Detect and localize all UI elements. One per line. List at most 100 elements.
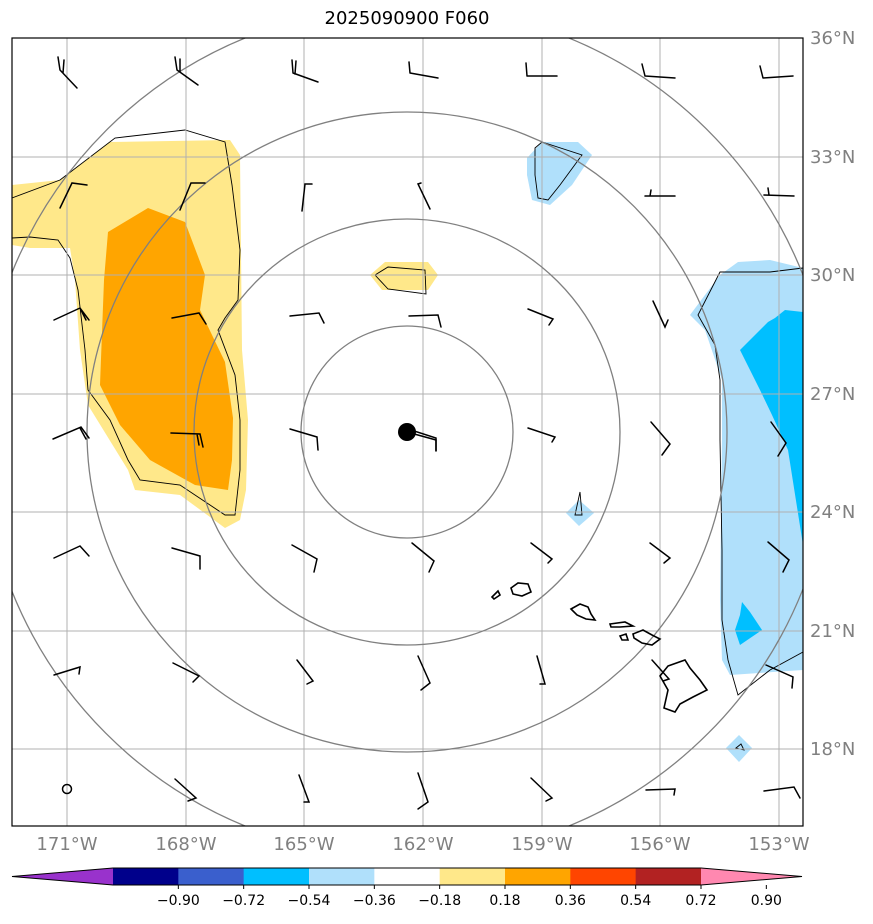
wind-barb [406,431,437,451]
colorbar-tick-label: −0.18 [418,893,461,909]
wind-barb [770,421,787,457]
colorbar-segment [635,868,702,885]
wind-barb [291,59,319,83]
colorbar-segment [113,868,179,885]
island-maui [632,629,662,646]
lat-label: 33°N [810,147,855,168]
map-title: 2025090900 F060 [324,8,490,29]
colorbar-segment [309,868,375,885]
wind-barb [652,300,669,329]
wind-barb [289,312,325,324]
colorbar-tick-label: 0.54 [620,893,651,909]
wind-barb [53,665,81,676]
lon-label: 168°W [155,834,216,855]
lon-label: 162°W [392,834,453,855]
colorbar-tick-label: −0.36 [353,893,396,909]
coastlines [490,582,709,713]
colorbar-tick-label: −0.54 [288,893,331,909]
wind-barb [417,772,429,810]
wind-barb [174,56,199,86]
wind-barb [536,655,546,685]
blue-shade-small-a [566,500,594,526]
lon-label: 165°W [273,834,334,855]
filled-circle-icon [398,423,416,441]
wind-barb [527,427,557,443]
wind-barb [763,786,801,799]
island-lanai [618,632,630,641]
lat-label: 36°N [810,28,855,49]
island-oahu [569,603,597,621]
orange-shade-west [100,208,233,490]
island-molokai [608,621,636,628]
wind-barb [759,65,794,79]
wind-barb [170,432,204,448]
wind-barb [296,659,315,685]
graticule [12,38,803,826]
wind-barb [171,312,207,325]
calm-wind-circle [61,783,73,795]
wind-barb [171,547,201,570]
map-frame [11,37,804,827]
lat-label: 18°N [810,739,855,760]
island-kauai [510,582,533,597]
wind-barb [763,187,795,197]
wind-barb [174,778,198,802]
colorbar-extend-min [12,868,113,885]
colorbar-tick-label: 0.18 [489,893,520,909]
lon-label: 159°W [511,834,572,855]
wind-barb [416,182,431,210]
wind-barb [52,426,90,440]
lat-label: 30°N [810,265,855,286]
colorbar-segment [505,868,571,885]
yellow-shade-center [370,262,438,290]
colorbar-tick-label: 0.36 [555,893,586,909]
wind-barb [57,56,78,89]
wind-barb [525,62,558,77]
shaded-anomaly-fields [12,140,803,762]
wind-barb [179,182,206,211]
contour-lines [12,129,803,751]
wind-barb [291,544,318,573]
colorbar-outline [11,867,803,886]
colorbar: −0.90 −0.72 −0.54 −0.36 −0.18 0.18 0.36 0.54 0.7… [11,867,803,909]
deep-blue-shade-south [735,602,762,645]
colorbar-tick-label: −0.72 [222,893,265,909]
colorbar-segment [374,868,441,885]
lat-label: 24°N [810,502,855,523]
lon-label: 156°W [629,834,690,855]
wind-barb [530,542,554,564]
longitude-labels: 171°W 168°W 165°W 162°W 159°W 156°W 153°… [36,834,809,855]
range-rings [12,38,803,826]
colorbar-extend-max [701,868,802,885]
wind-barb [172,662,201,683]
colorbar-tick-label: −0.90 [157,893,200,909]
wind-barb [408,61,439,79]
colorbar-segment [439,868,506,885]
lat-label: 27°N [810,384,855,405]
colorbar-tick-label: 0.72 [685,893,716,909]
wind-barb [649,542,672,564]
colorbar-tick-label: 0.90 [751,893,782,909]
island-niihau [490,589,502,601]
wind-barb [289,428,319,451]
wind-barb [53,545,90,559]
wind-barb [417,655,431,691]
colorbar-segment [243,868,310,885]
wind-barb [59,182,88,209]
wind-barb [641,63,676,79]
wind-barb [530,777,554,802]
lon-label: 171°W [36,834,97,855]
island-big-island [659,659,709,713]
lat-label: 21°N [810,621,855,642]
wind-barb [411,542,435,573]
colorbar-segment [178,868,245,885]
colorbar-segment [570,868,637,885]
lon-label: 153°W [748,834,809,855]
wind-barb [298,774,311,803]
map-area [12,38,803,826]
wind-barb [527,308,555,326]
wind-barb [644,189,676,197]
wind-barb [301,183,313,212]
wind-barb [53,307,90,321]
